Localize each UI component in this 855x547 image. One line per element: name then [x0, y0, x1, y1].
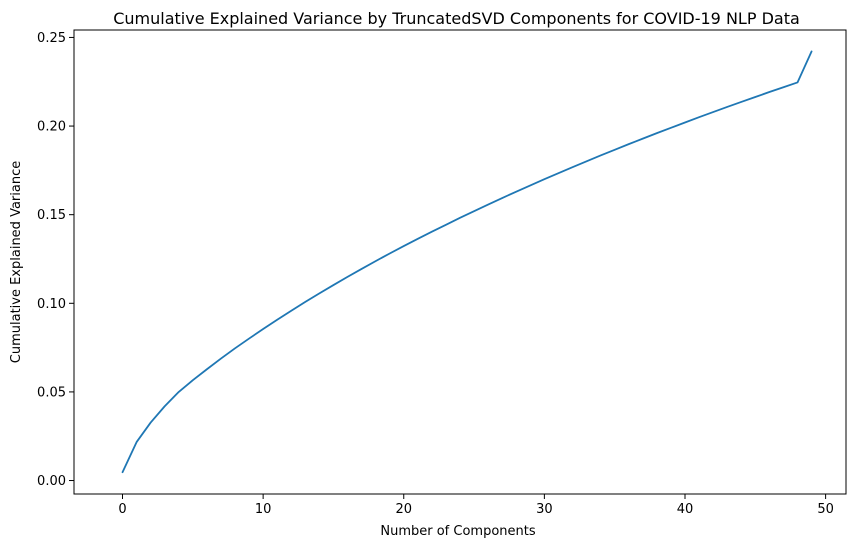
y-axis: 0.00 0.05 0.10 0.15 0.20 0.25: [37, 31, 74, 489]
x-tick-label: 40: [677, 502, 694, 517]
chart-title: Cumulative Explained Variance by Truncat…: [113, 9, 800, 28]
y-tick-label: 0.25: [37, 31, 66, 46]
series-line: [121, 50, 813, 474]
x-axis-title: Number of Components: [380, 524, 535, 539]
x-tick-label: 20: [395, 502, 412, 517]
plot-frame: [73, 29, 847, 495]
y-axis-title: Cumulative Explained Variance: [9, 161, 24, 363]
x-tick-label: 50: [817, 502, 834, 517]
x-tick-label: 0: [118, 502, 126, 517]
x-tick-label: 10: [255, 502, 272, 517]
x-axis: 0 10 20 30 40 50: [118, 494, 834, 517]
y-tick-label: 0.20: [37, 120, 66, 135]
y-tick-label: 0.10: [37, 297, 66, 312]
y-tick-label: 0.15: [37, 208, 66, 223]
y-tick-label: 0.00: [37, 474, 66, 489]
series-layer: [121, 50, 813, 474]
plot-area: [73, 29, 847, 495]
x-tick-label: 30: [536, 502, 553, 517]
y-tick-label: 0.05: [37, 385, 66, 400]
